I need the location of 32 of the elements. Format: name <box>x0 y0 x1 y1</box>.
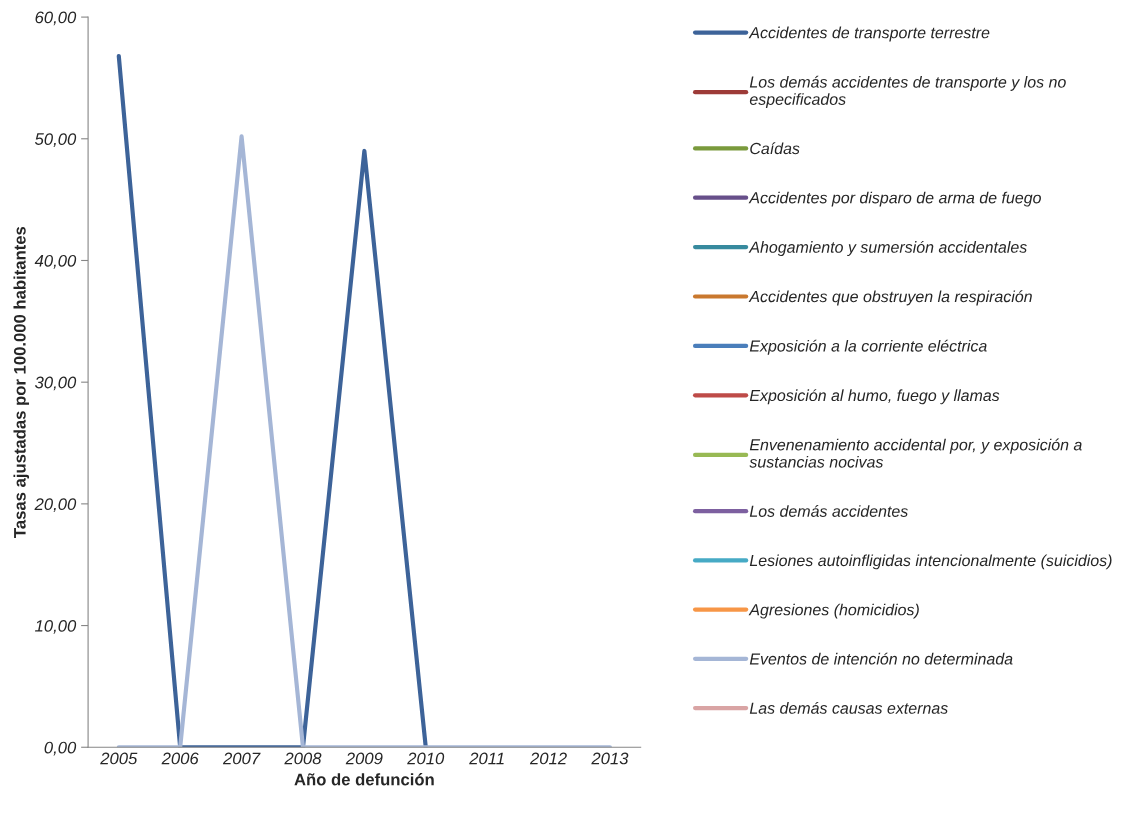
x-axis-title: Año de defunción <box>294 773 434 786</box>
x-tick-label: 2005 <box>100 752 138 765</box>
legend-label: Accidentes que obstruyen la respiración <box>748 290 1032 306</box>
x-tick-label: 2013 <box>591 752 629 765</box>
y-tick-label: 60,00 <box>35 11 77 26</box>
legend-label: Exposición a la corriente eléctrica <box>749 339 987 355</box>
y-tick-label: 40,00 <box>34 254 77 269</box>
x-tick-label: 2009 <box>345 752 383 765</box>
legend-label: Envenenamiento accidental por, y exposición a sustancias nocivas <box>749 438 1082 468</box>
x-tick-label: 2007 <box>222 752 261 765</box>
y-axis-title: Tasas ajustadas por 100.000 habitantes <box>13 226 30 538</box>
y-tick-label: 20,00 <box>34 498 77 513</box>
legend-label: Ahogamiento y sumersión accidentales <box>748 240 1027 256</box>
x-tick-label: 2008 <box>284 752 322 765</box>
legend-label: Agresiones (homicidios) <box>748 603 919 619</box>
legend-label: Lesiones autoinfligidas intencionalmente (suicidios) <box>749 554 1112 570</box>
x-tick-label: 2011 <box>469 752 504 765</box>
x-tick-label: 2012 <box>529 752 567 765</box>
legend-label: Accidentes por disparo de arma de fuego <box>748 191 1041 207</box>
legend-label: Accidentes de transporte terrestre <box>748 26 990 42</box>
y-tick-label: 50,00 <box>34 133 77 147</box>
legend-label: Los demás accidentes de transporte y los no especificados <box>749 75 1066 109</box>
x-tick-label: 2006 <box>161 752 199 765</box>
legend-label: Eventos de intención no determinada <box>749 652 1013 665</box>
x-tick-label: 2010 <box>407 752 445 765</box>
legend-label: Los demás accidentes <box>749 504 908 517</box>
y-tick-label: 0,00 <box>44 741 77 756</box>
legend-label: Las demás causas externas <box>749 701 948 714</box>
legend-label: Exposición al humo, fuego y llamas <box>749 389 1000 405</box>
y-tick-label: 10,00 <box>35 619 77 634</box>
y-tick-label: 30,00 <box>34 376 77 391</box>
legend-label: Caídas <box>750 142 800 155</box>
